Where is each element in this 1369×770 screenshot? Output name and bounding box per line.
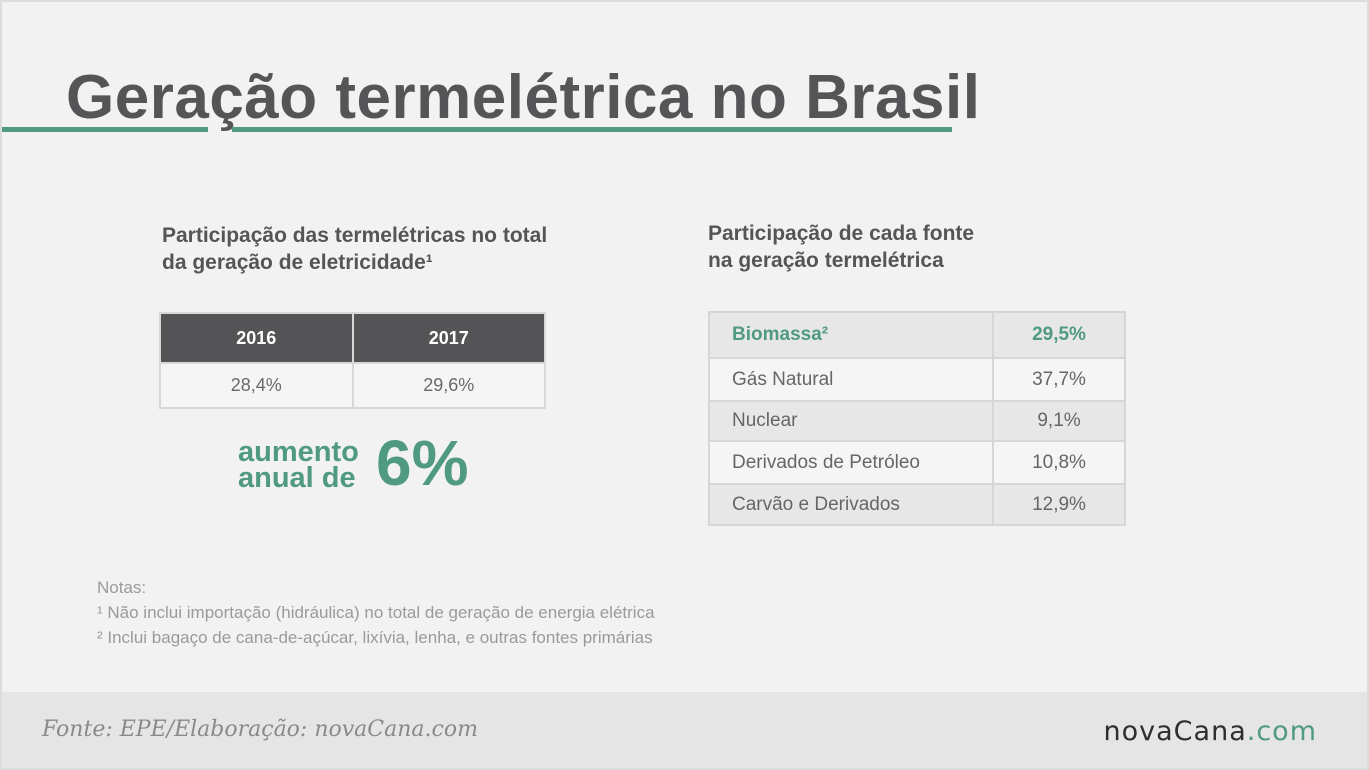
left-subtitle-line2: da geração de eletricidade¹ xyxy=(162,251,433,274)
footer-bar: Fonte: EPE/Elaboração: novaCana.com nova… xyxy=(2,692,1367,768)
increase-line2: anual de xyxy=(238,462,356,494)
share-by-year-table: 2016 2017 28,4% 29,6% xyxy=(159,312,546,409)
note-1: ¹ Não inclui importação (hidráulica) no … xyxy=(97,603,655,622)
left-subtitle-line1: Participação das termelétricas no total xyxy=(162,224,548,247)
increase-line1: aumento xyxy=(238,436,359,468)
title-underline-right xyxy=(232,127,952,132)
novacana-logo: novaCana.com xyxy=(1104,716,1317,747)
increase-text: aumento anual de xyxy=(238,436,359,494)
year-2016-header: 2016 xyxy=(159,312,354,364)
right-subtitle-line2: na geração termelétrica xyxy=(708,249,944,272)
notes: Notas: ¹ Não inclui importação (hidráuli… xyxy=(97,575,655,650)
table-row: Derivados de Petróleo 10,8% xyxy=(708,440,1126,485)
table-row: Biomassa² 29,5% xyxy=(708,311,1126,359)
title-underline-left xyxy=(2,127,208,132)
source-credit: Fonte: EPE/Elaboração: novaCana.com xyxy=(42,717,478,742)
left-table-subtitle: Participação das termelétricas no total … xyxy=(162,222,547,276)
source-value: 37,7% xyxy=(992,357,1126,402)
notes-label: Notas: xyxy=(97,578,147,597)
right-table-subtitle: Participação de cada fonte na geração te… xyxy=(708,220,974,274)
source-name: Nuclear xyxy=(708,400,994,442)
year-2017-header: 2017 xyxy=(351,312,546,364)
logo-suffix: .com xyxy=(1246,716,1317,747)
source-value: 29,5% xyxy=(992,311,1126,359)
table-row: Gás Natural 37,7% xyxy=(708,357,1126,402)
source-name: Biomassa² xyxy=(708,311,994,359)
increase-value: 6% xyxy=(376,427,469,499)
table-header-row: 2016 2017 xyxy=(159,312,546,364)
logo-main: novaCana xyxy=(1103,716,1247,747)
source-value: 9,1% xyxy=(992,400,1126,442)
source-share-table: Biomassa² 29,5% Gás Natural 37,7% Nuclea… xyxy=(708,311,1126,526)
source-value: 12,9% xyxy=(992,483,1126,526)
year-2016-value: 28,4% xyxy=(159,362,354,409)
source-name: Derivados de Petróleo xyxy=(708,440,994,485)
year-2017-value: 29,6% xyxy=(351,362,546,409)
table-row: Nuclear 9,1% xyxy=(708,400,1126,442)
source-name: Gás Natural xyxy=(708,357,994,402)
source-name: Carvão e Derivados xyxy=(708,483,994,526)
page-title: Geração termelétrica no Brasil xyxy=(66,63,981,132)
table-row: Carvão e Derivados 12,9% xyxy=(708,483,1126,526)
note-2: ² Inclui bagaço de cana-de-açúcar, lixív… xyxy=(97,628,653,647)
source-value: 10,8% xyxy=(992,440,1126,485)
table-row: 28,4% 29,6% xyxy=(159,362,546,409)
right-subtitle-line1: Participação de cada fonte xyxy=(708,222,975,245)
